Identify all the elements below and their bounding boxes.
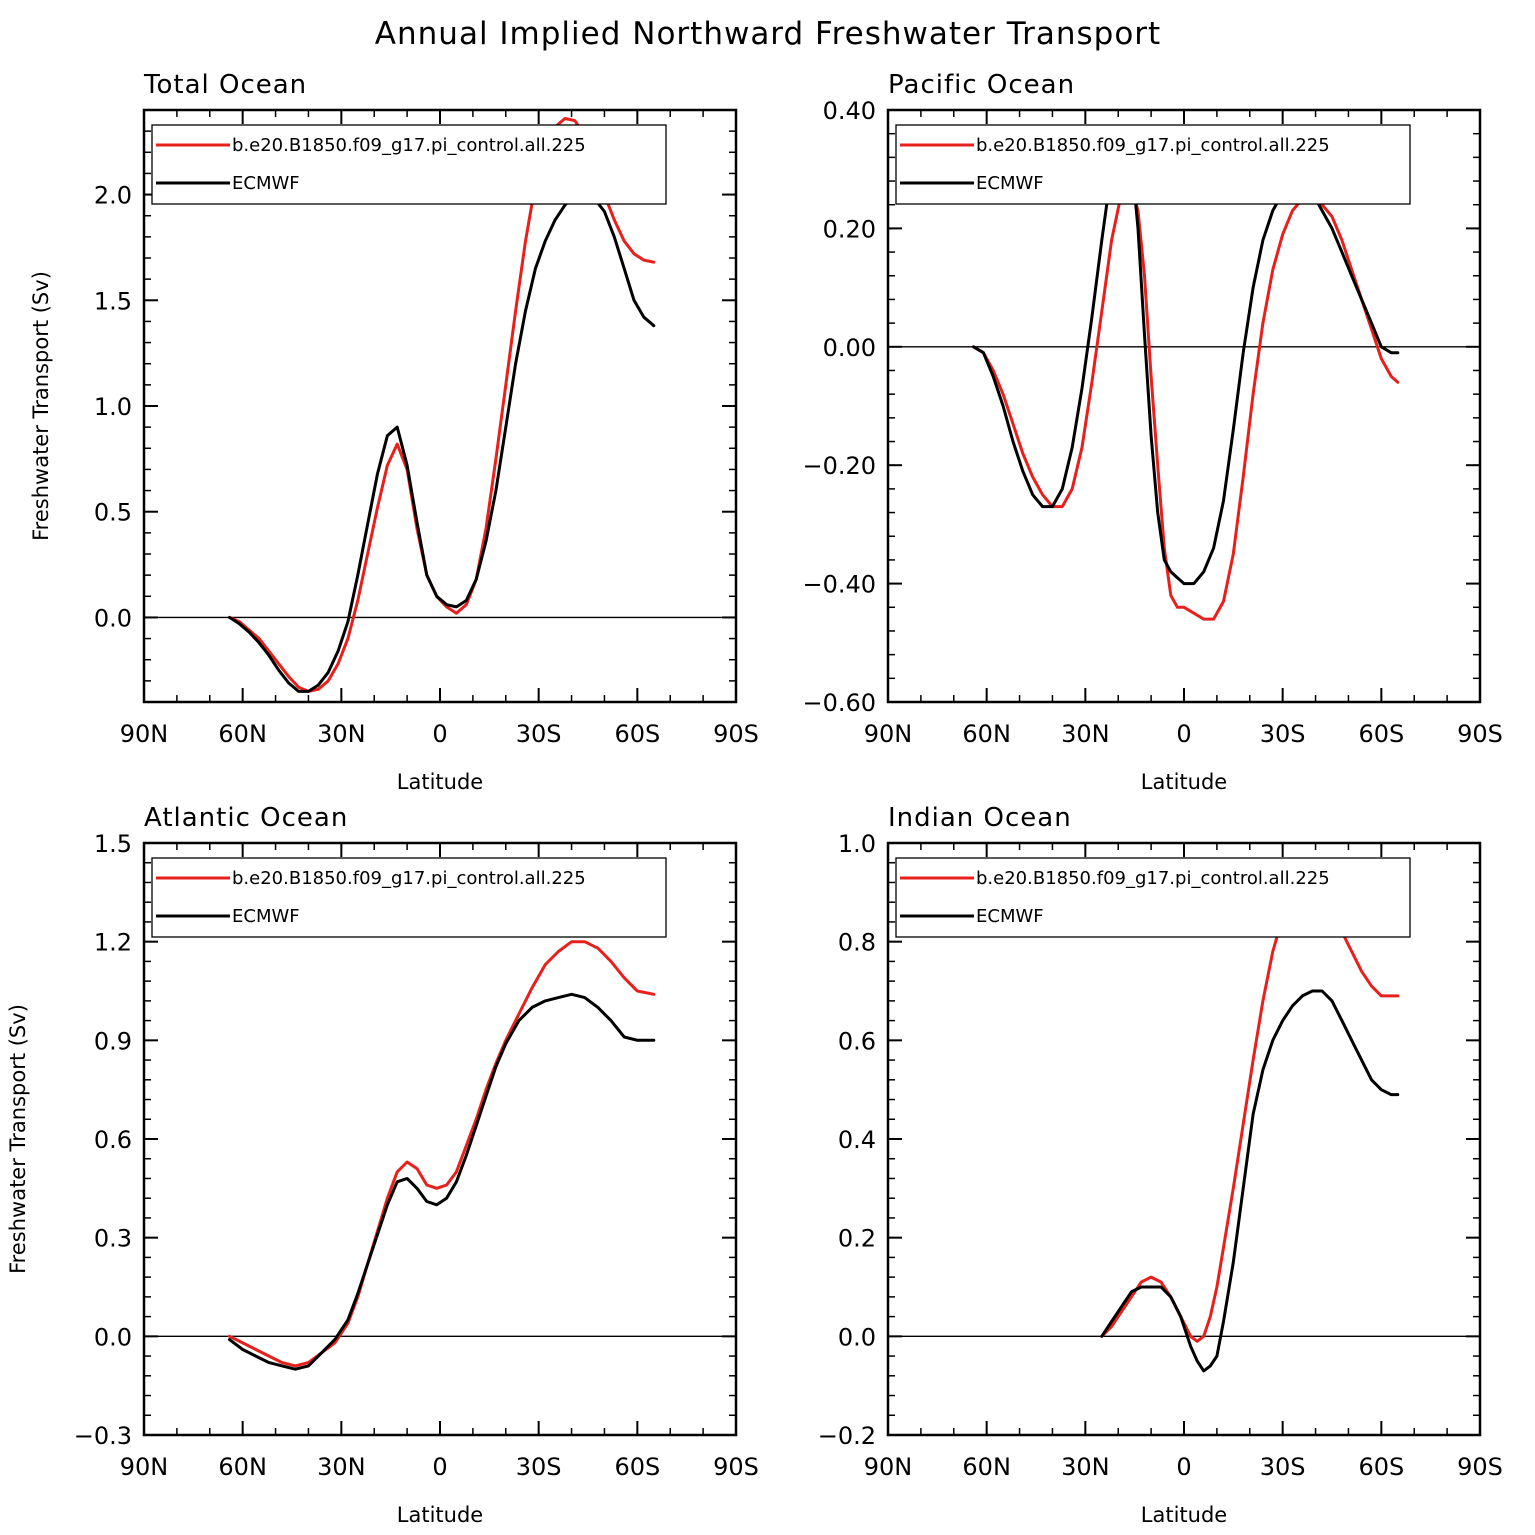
y-tick-label: 0.8 bbox=[838, 929, 876, 957]
x-tick-label: 60N bbox=[218, 720, 267, 748]
x-tick-label: 30S bbox=[516, 720, 562, 748]
x-tick-label: 0 bbox=[432, 720, 447, 748]
x-tick-label: 60N bbox=[218, 1453, 267, 1481]
legend-label: ECMWF bbox=[976, 906, 1044, 927]
x-tick-label: 90S bbox=[1457, 720, 1503, 748]
x-tick-label: 30S bbox=[516, 1453, 562, 1481]
series-line-model bbox=[1100, 885, 1400, 1343]
y-tick-label: 0.0 bbox=[94, 604, 132, 632]
series-line-ecmwf bbox=[228, 191, 656, 693]
x-tick-label: 30N bbox=[1061, 1453, 1110, 1481]
y-tick-label: −0.3 bbox=[74, 1422, 132, 1450]
x-tick-label: 90S bbox=[1457, 1453, 1503, 1481]
legend-box bbox=[151, 124, 667, 205]
x-tick-label: 30S bbox=[1260, 1453, 1306, 1481]
x-tick-label: 90N bbox=[120, 1453, 169, 1481]
y-tick-label: 0.0 bbox=[94, 1323, 132, 1351]
y-tick-label: 0.6 bbox=[94, 1126, 132, 1154]
x-axis-label: Latitude bbox=[1141, 770, 1227, 794]
y-tick-label: 0.4 bbox=[838, 1126, 876, 1154]
x-axis-label: Latitude bbox=[1141, 1503, 1227, 1527]
plot-frame bbox=[886, 841, 1482, 1437]
x-tick-label: 60S bbox=[614, 720, 660, 748]
x-axis-label: Latitude bbox=[397, 1503, 483, 1527]
series-line-ecmwf bbox=[1100, 989, 1400, 1373]
legend-box bbox=[895, 857, 1411, 938]
y-tick-label: −0.60 bbox=[802, 689, 876, 717]
x-tick-label: 60S bbox=[614, 1453, 660, 1481]
figure-title: Annual Implied Northward Freshwater Tran… bbox=[375, 16, 1161, 52]
x-tick-label: 90S bbox=[713, 720, 759, 748]
y-tick-label: 0.0 bbox=[838, 1323, 876, 1351]
y-tick-label: 0.3 bbox=[94, 1225, 132, 1253]
y-tick-label: 1.5 bbox=[94, 287, 132, 315]
x-tick-label: 0 bbox=[1176, 720, 1191, 748]
panel-title: Pacific Ocean bbox=[888, 70, 1075, 100]
legend-label: ECMWF bbox=[232, 906, 300, 927]
x-tick-label: 0 bbox=[1176, 1453, 1191, 1481]
legend: b.e20.B1850.f09_g17.pi_control.all.225 EC… bbox=[151, 857, 667, 938]
y-axis-label: Freshwater Transport (Sv) bbox=[6, 1004, 30, 1274]
series-line-model bbox=[972, 185, 1400, 621]
x-tick-label: 60S bbox=[1358, 720, 1404, 748]
x-tick-label: 60N bbox=[962, 1453, 1011, 1481]
legend-label: b.e20.B1850.f09_g17.pi_control.all.225 bbox=[976, 868, 1330, 889]
y-tick-label: 0.00 bbox=[823, 334, 876, 362]
legend-box bbox=[151, 857, 667, 938]
x-tick-label: 90N bbox=[864, 720, 913, 748]
y-tick-label: 0.5 bbox=[94, 499, 132, 527]
y-tick-label: 1.0 bbox=[838, 830, 876, 858]
x-axis-label: Latitude bbox=[397, 770, 483, 794]
legend-label: b.e20.B1850.f09_g17.pi_control.all.225 bbox=[232, 135, 586, 156]
legend: b.e20.B1850.f09_g17.pi_control.all.225 EC… bbox=[895, 857, 1411, 938]
x-tick-label: 30S bbox=[1260, 720, 1306, 748]
panel-title: Indian Ocean bbox=[888, 803, 1072, 833]
series-line-ecmwf bbox=[972, 126, 1400, 586]
y-tick-label: −0.40 bbox=[802, 571, 876, 599]
plot-frame bbox=[142, 841, 738, 1437]
legend: b.e20.B1850.f09_g17.pi_control.all.225 EC… bbox=[151, 124, 667, 205]
y-tick-label: 1.5 bbox=[94, 830, 132, 858]
legend-box bbox=[895, 124, 1411, 205]
x-tick-label: 60N bbox=[962, 720, 1011, 748]
x-tick-label: 30N bbox=[1061, 720, 1110, 748]
legend-label: ECMWF bbox=[976, 173, 1044, 194]
panel-indian-ocean: Indian Ocean 90N 60N 30N 0 30S 60S 90S −0.2 0.0 0.… bbox=[818, 803, 1503, 1527]
legend-label: b.e20.B1850.f09_g17.pi_control.all.225 bbox=[976, 135, 1330, 156]
y-tick-label: 1.0 bbox=[94, 393, 132, 421]
y-tick-label: 0.2 bbox=[838, 1225, 876, 1253]
y-tick-label: −0.20 bbox=[802, 452, 876, 480]
x-tick-label: 30N bbox=[317, 720, 366, 748]
x-tick-label: 30N bbox=[317, 1453, 366, 1481]
y-tick-label: 2.0 bbox=[94, 182, 132, 210]
y-tick-label: 0.6 bbox=[838, 1027, 876, 1055]
y-tick-label: 0.9 bbox=[94, 1027, 132, 1055]
x-tick-label: 90S bbox=[713, 1453, 759, 1481]
panel-total-ocean: Total Ocean 90N 60N 30N 0 30S 60S 90S 0.0 0.5 1.0 1… bbox=[29, 70, 759, 794]
x-tick-label: 90N bbox=[120, 720, 169, 748]
series-line-model bbox=[228, 940, 656, 1368]
y-tick-label: 0.40 bbox=[823, 97, 876, 125]
panel-atlantic-ocean: Atlantic Ocean 90N 60N 30N 0 30S 60S 90S −0.3 0.0… bbox=[6, 803, 759, 1527]
x-tick-label: 0 bbox=[432, 1453, 447, 1481]
plot-frame bbox=[886, 108, 1482, 704]
legend: b.e20.B1850.f09_g17.pi_control.all.225 EC… bbox=[895, 124, 1411, 205]
y-axis-label: Freshwater Transport (Sv) bbox=[29, 271, 53, 541]
y-tick-label: 0.20 bbox=[823, 215, 876, 243]
series-line-ecmwf bbox=[228, 992, 656, 1371]
y-tick-label: 1.2 bbox=[94, 929, 132, 957]
y-tick-label: −0.2 bbox=[818, 1422, 876, 1450]
x-tick-label: 60S bbox=[1358, 1453, 1404, 1481]
panel-pacific-ocean: Pacific Ocean 90N 60N 30N 0 30S 60S 90S −0.60 −0.… bbox=[802, 70, 1502, 794]
panel-title: Atlantic Ocean bbox=[144, 803, 348, 833]
x-tick-label: 90N bbox=[864, 1453, 913, 1481]
legend-label: ECMWF bbox=[232, 173, 300, 194]
panel-title: Total Ocean bbox=[143, 70, 307, 100]
legend-label: b.e20.B1850.f09_g17.pi_control.all.225 bbox=[232, 868, 586, 889]
plot-frame bbox=[142, 108, 738, 704]
